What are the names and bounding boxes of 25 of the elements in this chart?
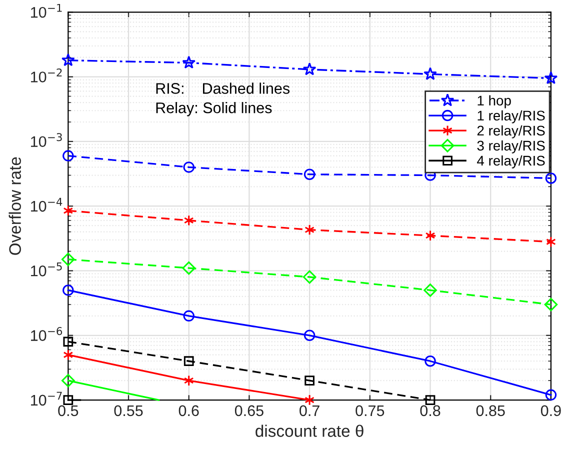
x-tick-label: 0.75: [356, 405, 384, 416]
x-tick-label: 0.55: [114, 405, 143, 416]
y-tick-label: 10$^{−3}$: [31, 133, 62, 148]
legend-label: 2 relay/RIS: [477, 125, 545, 138]
y-axis-title: Overflow rate: [8, 157, 21, 255]
x-tick-label: 0.8: [420, 405, 440, 416]
annotation: RIS: Dashed lines: [156, 82, 290, 94]
y-tick-label: 10$^{−4}$: [31, 198, 62, 212]
legend-label: 1 hop: [478, 95, 511, 108]
legend-label: 4 relay/RIS: [477, 155, 545, 168]
annotation: Relay: Solid lines: [156, 102, 272, 116]
x-tick-label: 0.9: [540, 405, 561, 416]
y-tick-label: 10$^{−5}$: [31, 262, 62, 276]
legend-label: 1 relay/RIS: [478, 110, 545, 124]
x-axis-title: discount rate θ: [256, 424, 364, 437]
y-tick-label: 10$^{−2}$: [31, 68, 62, 82]
y-tick-label: 10$^{−1}$: [31, 4, 62, 18]
x-tick-label: 0.65: [234, 405, 264, 416]
legend-label: 3 relay/RIS: [477, 140, 545, 154]
x-tick-label: 0.85: [476, 405, 505, 416]
y-tick-label: 10$^{−6}$: [31, 327, 62, 341]
x-tick-label: 0.5: [58, 405, 78, 416]
x-tick-label: 0.6: [178, 405, 199, 416]
y-tick-label: 10$^{−7}$: [31, 392, 62, 406]
x-tick-label: 0.7: [300, 405, 320, 416]
